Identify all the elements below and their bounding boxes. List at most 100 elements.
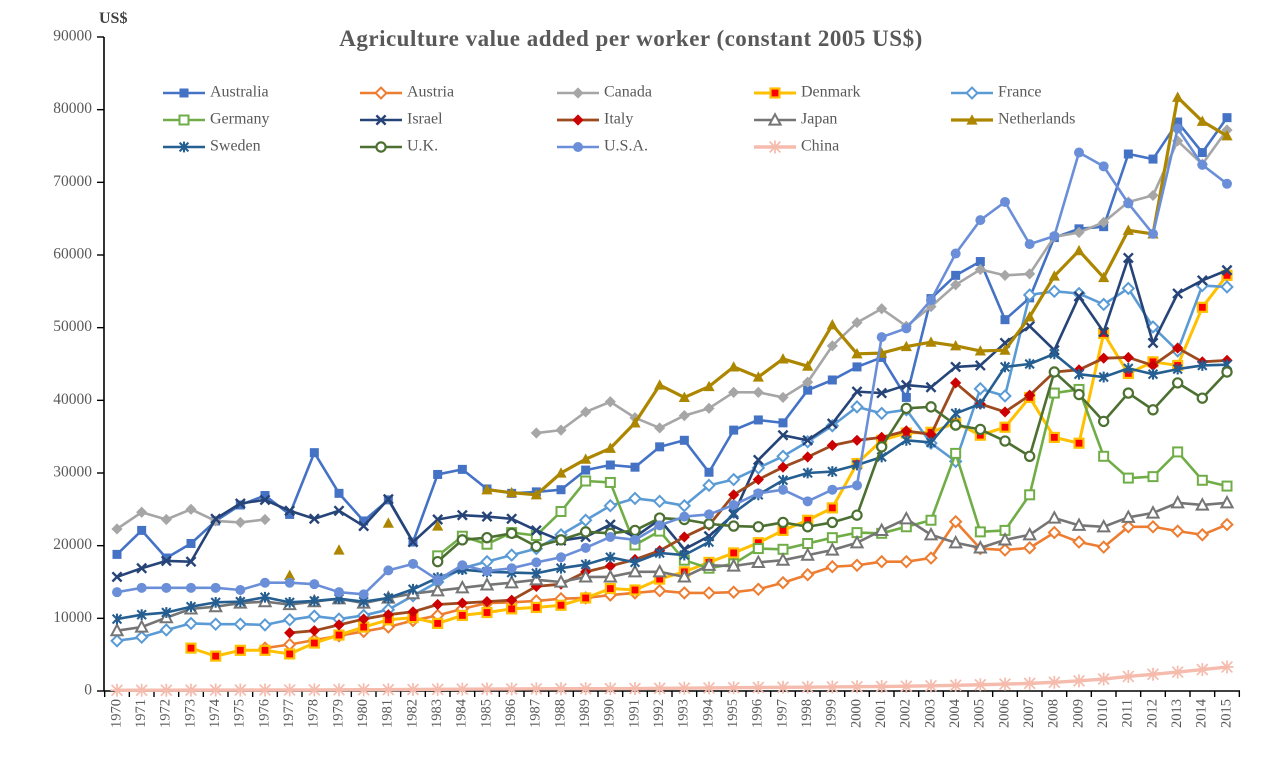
x-tick-label: 1990 — [602, 699, 618, 728]
x-tick-label: 1979 — [330, 699, 346, 728]
x-tick-label: 1980 — [355, 699, 371, 728]
legend-label: U.K. — [407, 138, 438, 155]
series-australia — [112, 113, 1232, 563]
y-tick-label: 10000 — [53, 609, 92, 626]
x-tick-label: 1970 — [108, 699, 124, 728]
x-tick-label: 1996 — [750, 699, 766, 728]
series-line — [116, 665, 1228, 692]
legend-label: Australia — [210, 84, 269, 101]
x-tick-label: 1973 — [182, 699, 198, 728]
legend-item-denmark: Denmark — [754, 84, 861, 101]
legend-item-austria: Austria — [360, 84, 454, 101]
x-tick-label: 2014 — [1194, 698, 1210, 728]
legend-item-usa: U.S.A. — [557, 138, 648, 155]
x-tick-label: 2005 — [972, 699, 988, 728]
legend-item-germany: Germany — [163, 111, 270, 128]
x-tick-label: 1983 — [429, 699, 445, 728]
series-line — [116, 352, 1228, 621]
y-tick-label: 90000 — [53, 28, 92, 45]
x-tick-label: 1993 — [676, 699, 692, 728]
legend-label: France — [998, 84, 1042, 101]
x-tick-label: 2010 — [1095, 699, 1111, 728]
legend-item-israel: Israel — [360, 111, 443, 128]
series-china — [110, 660, 1234, 697]
y-tick-label: 40000 — [53, 391, 92, 408]
series-austria — [258, 514, 1234, 655]
legend-label: China — [801, 138, 839, 155]
y-tick-label: 0 — [84, 682, 92, 699]
legend-item-sweden: Sweden — [163, 138, 261, 155]
legend-item-china: China — [754, 138, 839, 155]
y-axis-unit-label: US$ — [99, 10, 128, 27]
x-tick-label: 2008 — [1046, 699, 1062, 728]
series-netherlands — [284, 91, 1233, 581]
x-tick-label: 1976 — [256, 699, 272, 728]
y-tick-label: 80000 — [53, 100, 92, 117]
x-tick-label: 2011 — [1120, 699, 1136, 727]
x-tick-label: 2006 — [996, 699, 1012, 728]
x-tick-label: 1975 — [232, 699, 248, 728]
series-japan — [109, 494, 1235, 637]
x-tick-label: 2012 — [1144, 699, 1160, 728]
series-line — [116, 116, 1229, 560]
series-uk — [431, 366, 1233, 568]
x-tick-label: 1987 — [528, 699, 544, 728]
y-tick-label: 60000 — [53, 246, 92, 263]
series-line — [116, 284, 1228, 643]
x-tick-label: 1998 — [799, 699, 815, 728]
legend-item-uk: U.K. — [360, 138, 438, 155]
x-tick-label: 1997 — [774, 699, 790, 728]
x-tick-label: 2013 — [1169, 699, 1185, 728]
x-tick-label: 1982 — [404, 699, 420, 728]
x-tick-label: 1984 — [454, 698, 470, 728]
series-line — [116, 501, 1228, 632]
legend-label: Austria — [407, 84, 454, 101]
x-tick-label: 1999 — [824, 699, 840, 728]
y-tick-label: 30000 — [53, 464, 92, 481]
y-tick-label: 50000 — [53, 318, 92, 335]
legend-item-australia: Australia — [163, 84, 269, 101]
x-tick-label: 1991 — [626, 699, 642, 728]
x-tick-label: 1978 — [306, 699, 322, 728]
legend-item-france: France — [951, 84, 1042, 101]
x-tick-label: 1988 — [552, 699, 568, 728]
legend-label: U.S.A. — [604, 138, 648, 155]
x-tick-label: 1992 — [651, 699, 667, 728]
x-tick-label: 2002 — [898, 699, 914, 728]
x-tick-label: 1981 — [380, 699, 396, 728]
x-tick-label: 1989 — [577, 699, 593, 728]
series-usa — [112, 123, 1232, 600]
series-line — [536, 129, 1229, 435]
legend-label: Sweden — [210, 138, 261, 155]
series-sweden — [111, 348, 1233, 625]
legend-label: Netherlands — [998, 111, 1075, 128]
x-tick-label: 1986 — [503, 699, 519, 728]
series-line — [116, 256, 1228, 579]
chart-title: Agriculture value added per worker (cons… — [339, 26, 923, 51]
legend-item-japan: Japan — [754, 111, 837, 128]
x-tick-label: 2015 — [1218, 699, 1234, 728]
legend: Australia Austria Canada Denmark France Germa… — [163, 84, 1075, 155]
x-tick-label: 1974 — [207, 698, 223, 728]
x-tick-label: 2007 — [1021, 699, 1037, 728]
legend-label: Denmark — [801, 84, 861, 101]
x-tick-label: 2009 — [1070, 699, 1086, 728]
axes: 0 10000 20000 30000 40000 50000 60000 70000 8000… — [53, 28, 1241, 728]
x-tick-label: 1985 — [478, 699, 494, 728]
x-tick-label: 2000 — [848, 699, 864, 728]
x-tick-label: 1972 — [158, 699, 174, 728]
legend-item-italy: Italy — [557, 111, 633, 128]
x-tick-label: 2004 — [947, 698, 963, 728]
x-tick-label: 1995 — [725, 699, 741, 728]
series-line — [264, 520, 1228, 650]
legend-label: Japan — [801, 111, 837, 128]
series-line — [116, 127, 1228, 596]
legend-item-netherlands: Netherlands — [951, 111, 1075, 128]
y-tick-label: 70000 — [53, 173, 92, 190]
legend-label: Italy — [604, 111, 633, 128]
legend-item-canada: Canada — [557, 84, 652, 101]
series-israel — [111, 252, 1233, 583]
x-tick-label: 1994 — [700, 698, 716, 728]
